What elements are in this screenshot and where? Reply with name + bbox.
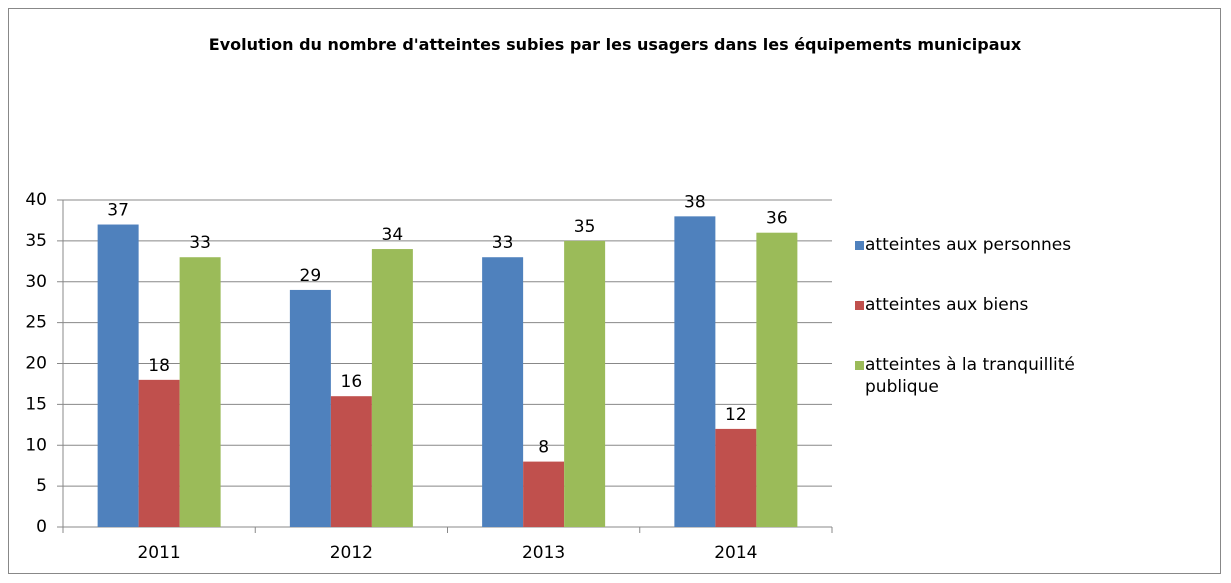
x-tick-label: 2013 [522, 543, 565, 563]
data-label: 38 [684, 192, 706, 212]
legend-label: atteintes aux personnes [865, 235, 1072, 255]
bar [97, 224, 139, 527]
bar [289, 289, 331, 527]
bar [523, 461, 565, 527]
y-tick-label: 5 [36, 476, 47, 496]
bar [371, 249, 413, 528]
legend-label: atteintes aux biens [865, 295, 1029, 315]
data-label: 33 [189, 233, 211, 253]
legend: atteintes aux personnes atteintes aux bie… [855, 234, 1115, 436]
bar [482, 257, 524, 527]
data-label: 37 [107, 201, 129, 221]
legend-swatch [855, 241, 864, 250]
bar [564, 240, 606, 527]
legend-swatch [855, 301, 864, 310]
x-tick-label: 2014 [714, 543, 757, 563]
data-label: 33 [492, 233, 514, 253]
data-label: 36 [766, 209, 788, 229]
data-label: 34 [382, 225, 404, 245]
x-tick-label: 2012 [330, 543, 373, 563]
y-tick-label: 0 [36, 517, 47, 537]
y-tick-label: 40 [25, 190, 47, 210]
data-label: 8 [538, 438, 549, 458]
chart-frame [8, 8, 1221, 574]
bar [756, 232, 798, 527]
data-label: 35 [574, 217, 596, 237]
chart-title: Evolution du nombre d'atteintes subies p… [208, 35, 1022, 54]
bar [138, 379, 180, 527]
legend-item: atteintes à la tranquillité publique [855, 354, 1105, 398]
y-tick-label: 30 [25, 272, 47, 292]
bar [330, 396, 372, 527]
data-label: 18 [148, 356, 170, 376]
y-tick-label: 10 [25, 435, 47, 455]
legend-item: atteintes aux biens [855, 294, 1105, 316]
y-tick-label: 20 [25, 354, 47, 374]
legend-swatch [855, 361, 864, 370]
data-label: 29 [300, 266, 322, 286]
bar [179, 257, 221, 527]
bar [715, 428, 757, 527]
legend-label: atteintes à la tranquillité publique [865, 355, 1075, 397]
y-tick-label: 15 [25, 394, 47, 414]
data-label: 12 [725, 405, 747, 425]
bar [674, 216, 716, 527]
y-tick-label: 25 [25, 313, 47, 333]
legend-item: atteintes aux personnes [855, 234, 1105, 256]
y-tick-label: 35 [25, 231, 47, 251]
data-label: 16 [341, 372, 363, 392]
x-tick-label: 2011 [137, 543, 180, 563]
